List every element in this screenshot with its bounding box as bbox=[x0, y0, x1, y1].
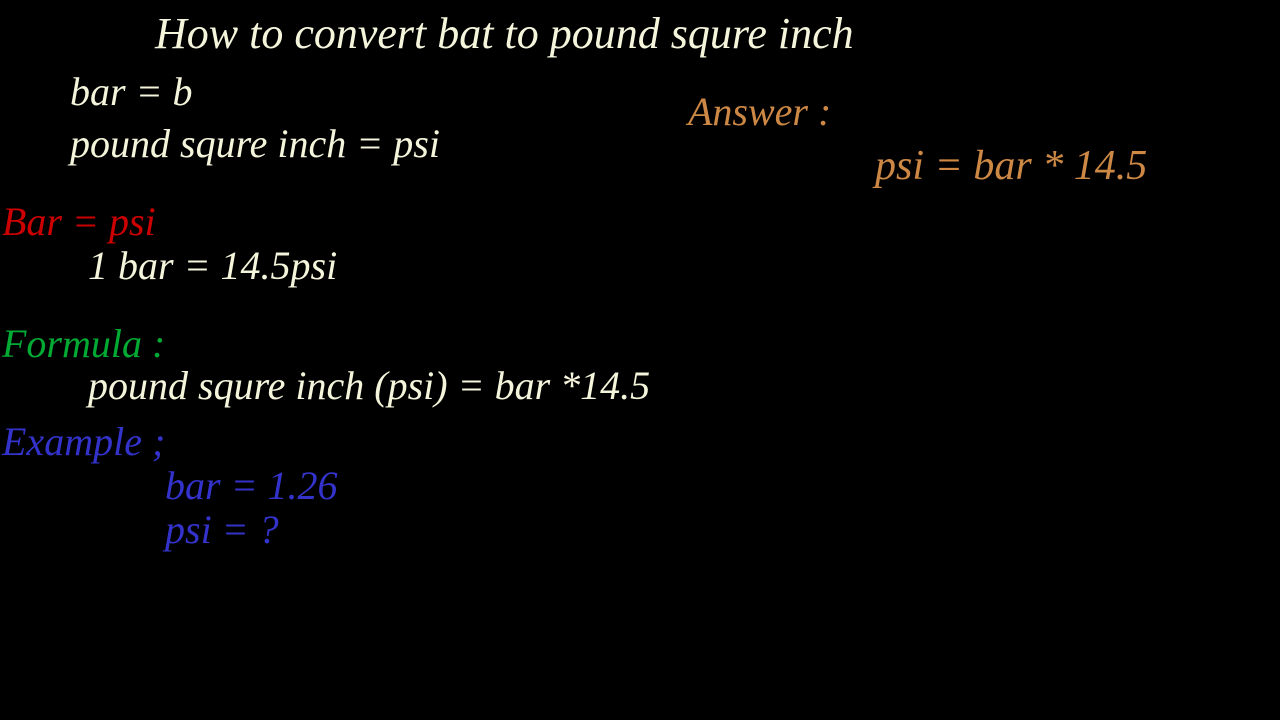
example-label: Example ; bbox=[2, 418, 165, 465]
bar-psi-header: Bar = psi bbox=[2, 198, 156, 245]
definition-psi: pound squre inch = psi bbox=[70, 120, 440, 167]
answer-formula: psi = bar * 14.5 bbox=[875, 142, 1147, 190]
example-psi-value: psi = ? bbox=[165, 506, 279, 553]
example-bar-value: bar = 1.26 bbox=[165, 462, 338, 509]
definition-bar: bar = b bbox=[70, 68, 193, 115]
answer-label: Answer : bbox=[688, 88, 831, 135]
formula-label: Formula : bbox=[2, 320, 165, 367]
conversion-rate: 1 bar = 14.5psi bbox=[88, 242, 337, 289]
formula-text: pound squre inch (psi) = bar *14.5 bbox=[88, 362, 650, 409]
lesson-title: How to convert bat to pound squre inch bbox=[155, 8, 854, 59]
